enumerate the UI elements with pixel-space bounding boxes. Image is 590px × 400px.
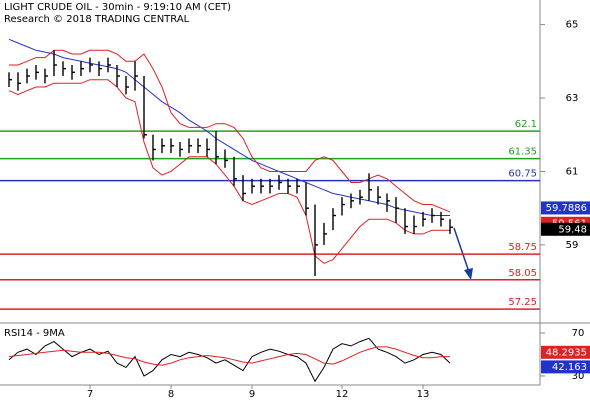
y-tick-label: 63 [566,93,579,104]
chart-title: LIGHT CRUDE OIL - 30min - 9:19:10 AM (CE… [4,2,231,13]
level-label: 58.05 [508,268,537,279]
rsi-title: RSI14 - 9MA [4,328,65,339]
x-tick-label: 12 [336,389,349,400]
overlay-line [9,49,451,213]
y-tick-label: 61 [566,166,579,177]
rsi-line [8,346,450,366]
x-tick-label: 8 [168,389,174,400]
rsi-tick-label: 70 [572,328,585,339]
level-label: 62.1 [515,119,537,130]
price-box [541,201,590,215]
price-box-label: 59.48 [558,224,587,235]
forecast-arrow [453,227,470,273]
overlay-line [8,79,450,264]
level-label: 57.25 [508,297,537,308]
rsi-box-label: 42.163 [552,362,587,373]
chart-subtitle: Research © 2018 TRADING CENTRAL [4,14,190,25]
x-tick-label: 13 [417,389,430,400]
y-tick-label: 65 [566,20,579,31]
rsi-box [541,360,590,374]
overlay-line [8,38,450,216]
price-box [541,222,590,236]
level-label: 60.75 [508,169,537,180]
x-tick-label: 9 [249,389,255,400]
price-box-label: 59.7886 [546,203,587,214]
x-tick-label: 7 [87,389,93,400]
level-label: 61.35 [508,147,537,158]
rsi-box-label: 48.2935 [546,347,587,358]
rsi-tick-label: 30 [572,371,585,382]
arrow-head [464,268,473,280]
rsi-box [541,345,590,359]
level-label: 58.75 [508,242,537,253]
y-tick-label: 59 [566,240,579,251]
